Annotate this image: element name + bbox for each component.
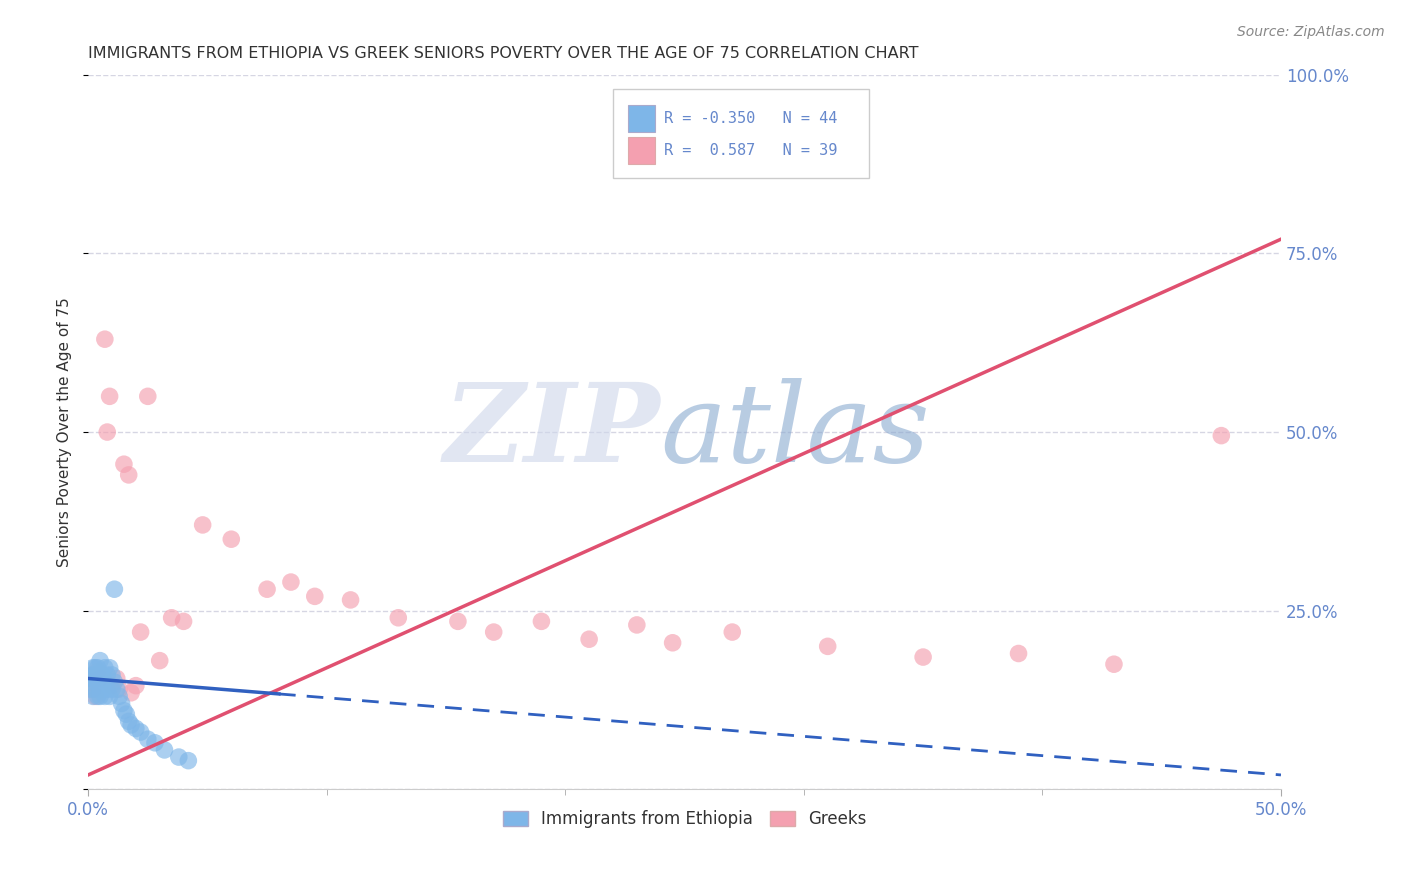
FancyBboxPatch shape bbox=[613, 89, 869, 178]
Point bbox=[98, 690, 121, 704]
Point bbox=[94, 690, 117, 704]
Point bbox=[482, 625, 505, 640]
Text: ZIP: ZIP bbox=[444, 378, 661, 486]
Point bbox=[82, 661, 104, 675]
Point bbox=[304, 590, 326, 604]
Point bbox=[221, 532, 243, 546]
Point bbox=[86, 665, 108, 679]
Point bbox=[96, 425, 118, 439]
Point bbox=[96, 668, 118, 682]
Point bbox=[129, 725, 152, 739]
Point bbox=[115, 707, 138, 722]
Point bbox=[82, 668, 104, 682]
Point bbox=[177, 754, 200, 768]
Point bbox=[101, 679, 124, 693]
Legend: Immigrants from Ethiopia, Greeks: Immigrants from Ethiopia, Greeks bbox=[496, 803, 873, 834]
Point bbox=[89, 654, 111, 668]
Point bbox=[112, 457, 135, 471]
Point bbox=[721, 625, 744, 640]
Point bbox=[120, 718, 142, 732]
Point bbox=[86, 675, 108, 690]
Point bbox=[149, 654, 172, 668]
Point bbox=[94, 675, 117, 690]
Point bbox=[626, 618, 648, 632]
Point bbox=[110, 697, 132, 711]
Point bbox=[1007, 647, 1029, 661]
Point bbox=[89, 682, 111, 697]
Point bbox=[912, 650, 935, 665]
Point bbox=[817, 640, 839, 654]
Point bbox=[167, 750, 190, 764]
Point bbox=[112, 704, 135, 718]
Point bbox=[98, 661, 121, 675]
Point bbox=[143, 736, 166, 750]
Y-axis label: Seniors Poverty Over the Age of 75: Seniors Poverty Over the Age of 75 bbox=[58, 297, 72, 567]
Point bbox=[82, 690, 104, 704]
Point bbox=[91, 668, 114, 682]
Point bbox=[339, 593, 361, 607]
Point bbox=[280, 575, 302, 590]
Point bbox=[101, 668, 124, 682]
Point bbox=[79, 675, 101, 690]
Point bbox=[256, 582, 278, 597]
Text: R = -0.350   N = 44: R = -0.350 N = 44 bbox=[664, 111, 838, 126]
Point bbox=[120, 686, 142, 700]
Point bbox=[103, 675, 125, 690]
Point bbox=[1102, 657, 1125, 672]
Point bbox=[447, 615, 470, 629]
Point bbox=[136, 732, 159, 747]
Point bbox=[94, 332, 117, 346]
Point bbox=[94, 661, 117, 675]
Point bbox=[108, 682, 131, 697]
Point bbox=[108, 690, 131, 704]
Point bbox=[129, 625, 152, 640]
Point bbox=[530, 615, 553, 629]
Point bbox=[86, 661, 108, 675]
Point bbox=[1211, 428, 1233, 442]
Point bbox=[79, 672, 101, 686]
Text: R =  0.587   N = 39: R = 0.587 N = 39 bbox=[664, 143, 838, 158]
Point bbox=[661, 636, 683, 650]
Point bbox=[89, 672, 111, 686]
Point bbox=[153, 743, 176, 757]
Point bbox=[191, 517, 214, 532]
Point bbox=[136, 389, 159, 403]
FancyBboxPatch shape bbox=[628, 105, 655, 132]
Point bbox=[86, 690, 108, 704]
Point bbox=[84, 661, 107, 675]
Point bbox=[101, 682, 124, 697]
Point bbox=[84, 690, 107, 704]
Point bbox=[96, 682, 118, 697]
FancyBboxPatch shape bbox=[628, 137, 655, 164]
Point bbox=[118, 467, 141, 482]
Point bbox=[91, 675, 114, 690]
Point bbox=[98, 389, 121, 403]
Point bbox=[105, 672, 128, 686]
Point bbox=[84, 668, 107, 682]
Point bbox=[125, 722, 148, 736]
Point bbox=[82, 682, 104, 697]
Point bbox=[89, 690, 111, 704]
Point bbox=[173, 615, 195, 629]
Text: Source: ZipAtlas.com: Source: ZipAtlas.com bbox=[1237, 25, 1385, 39]
Point bbox=[578, 632, 600, 647]
Point bbox=[103, 582, 125, 597]
Point bbox=[84, 682, 107, 697]
Point bbox=[125, 679, 148, 693]
Text: atlas: atlas bbox=[661, 378, 931, 486]
Point bbox=[105, 682, 128, 697]
Point bbox=[79, 682, 101, 697]
Point bbox=[118, 714, 141, 729]
Point bbox=[160, 611, 183, 625]
Text: IMMIGRANTS FROM ETHIOPIA VS GREEK SENIORS POVERTY OVER THE AGE OF 75 CORRELATION: IMMIGRANTS FROM ETHIOPIA VS GREEK SENIOR… bbox=[89, 46, 918, 62]
Point bbox=[89, 668, 111, 682]
Point bbox=[91, 682, 114, 697]
Point bbox=[84, 675, 107, 690]
Point bbox=[387, 611, 409, 625]
